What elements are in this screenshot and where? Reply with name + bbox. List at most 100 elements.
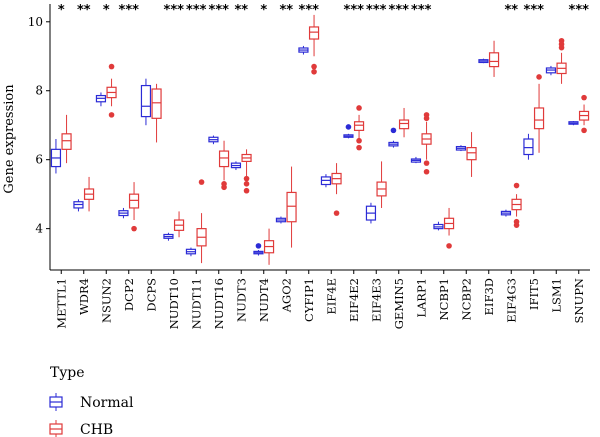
box-normal — [320, 174, 332, 188]
box-chb — [533, 74, 545, 153]
x-tick-label: LSM1 — [549, 278, 563, 313]
x-tick-label: NUDT16 — [212, 278, 226, 329]
significance-label: *** — [366, 3, 387, 18]
outlier-point — [536, 74, 542, 80]
y-tick-label: 10 — [28, 15, 43, 29]
box-chb — [443, 207, 455, 249]
outlier-point — [581, 127, 587, 134]
box-normal — [545, 65, 557, 76]
x-tick-label: LARP1 — [414, 278, 428, 318]
significance-label: *** — [524, 3, 545, 18]
significance-label: *** — [569, 3, 590, 18]
x-tick-label: NUDT10 — [167, 278, 181, 329]
outlier-point — [356, 105, 362, 111]
box-rect — [308, 26, 320, 40]
box-rect — [140, 84, 152, 118]
significance-label: *** — [411, 3, 432, 18]
outlier-point — [390, 127, 397, 134]
significance-label: * — [58, 3, 65, 18]
box-normal — [185, 247, 197, 257]
outlier-point — [513, 182, 520, 189]
box-normal — [410, 156, 422, 164]
x-tick-label: NSUN2 — [99, 278, 113, 323]
significance-label: *** — [119, 3, 140, 18]
x-tick-label: EIF4E — [324, 278, 338, 315]
outlier-point — [198, 179, 205, 185]
x-tick-label: EIF4E2 — [347, 278, 361, 322]
outlier-point — [108, 63, 115, 70]
significance-label: ** — [504, 3, 518, 18]
box-normal — [523, 133, 534, 160]
outlier-point — [243, 175, 250, 182]
box-chb — [488, 40, 500, 77]
outlier-point — [423, 112, 430, 118]
significance-label: ** — [279, 3, 293, 18]
box-normal — [163, 232, 174, 241]
plot-area: * ** * *** *** *** *** ** * ** *** *** *** *** *** ** **… — [50, 3, 590, 265]
box-rect — [523, 138, 534, 156]
box-normal — [568, 121, 579, 126]
outlier-point — [243, 181, 250, 187]
significance-label: * — [103, 3, 110, 18]
box-chb — [241, 149, 252, 194]
box-chb — [286, 166, 297, 248]
box-normal — [140, 78, 152, 126]
outlier-point — [423, 168, 430, 175]
box-chb — [218, 140, 230, 191]
box-normal — [388, 127, 399, 148]
box-rect — [128, 193, 140, 209]
box-rect — [286, 191, 297, 223]
box-normal — [208, 135, 219, 145]
box-chb — [398, 107, 410, 138]
significance-label: *** — [186, 3, 207, 18]
outlier-point — [243, 187, 250, 194]
box-normal — [275, 216, 287, 224]
outlier-point — [311, 63, 317, 70]
box-chb — [556, 37, 567, 84]
box-chb — [263, 228, 275, 265]
x-tick-label: WDR4 — [77, 278, 91, 315]
outlier-point — [513, 218, 520, 225]
box-chb — [308, 14, 320, 75]
significance-label: * — [260, 3, 267, 18]
box-normal — [298, 45, 309, 55]
outlier-point — [356, 137, 362, 144]
box-normal — [455, 145, 467, 152]
box-rect — [353, 121, 365, 131]
x-tick-label: IFIT5 — [527, 278, 541, 310]
outlier-point — [581, 94, 587, 101]
x-axis: METTL1 WDR4 NSUN2 DCP2 DCPS NUDT10 NUDT11 NUDT1… — [50, 269, 590, 329]
box-normal — [118, 207, 129, 219]
box-normal — [500, 209, 512, 217]
box-chb — [196, 179, 207, 264]
box-normal — [95, 92, 107, 107]
box-rect — [488, 52, 500, 68]
box-chb — [331, 163, 342, 216]
box-rect — [218, 150, 230, 168]
x-tick-label: EIF4G3 — [504, 278, 518, 323]
box-chb — [376, 161, 387, 208]
outlier-point — [356, 144, 362, 151]
box-rect — [466, 147, 477, 161]
significance-label: ** — [234, 3, 248, 18]
box-chb — [466, 132, 477, 177]
box-normal — [253, 243, 264, 256]
outlier-point — [558, 37, 565, 44]
outlier-point — [131, 225, 137, 232]
box-normal — [73, 199, 84, 212]
y-tick-label: 8 — [35, 84, 43, 98]
x-tick-label: SNUPN — [572, 278, 586, 323]
significance-label: *** — [344, 3, 365, 18]
box-normal — [50, 139, 62, 174]
box-chb — [128, 182, 140, 232]
x-tick-label: CYFIP1 — [302, 278, 316, 322]
box-normal — [433, 221, 444, 231]
x-tick-label: NCBP2 — [459, 278, 473, 320]
box-chb — [353, 105, 365, 151]
y-tick-label: 6 — [35, 153, 43, 167]
box-rect — [398, 119, 410, 130]
box-rect — [61, 133, 72, 150]
box-chb — [421, 112, 432, 175]
legend-label: Normal — [80, 395, 134, 411]
outlier-point — [333, 210, 340, 216]
